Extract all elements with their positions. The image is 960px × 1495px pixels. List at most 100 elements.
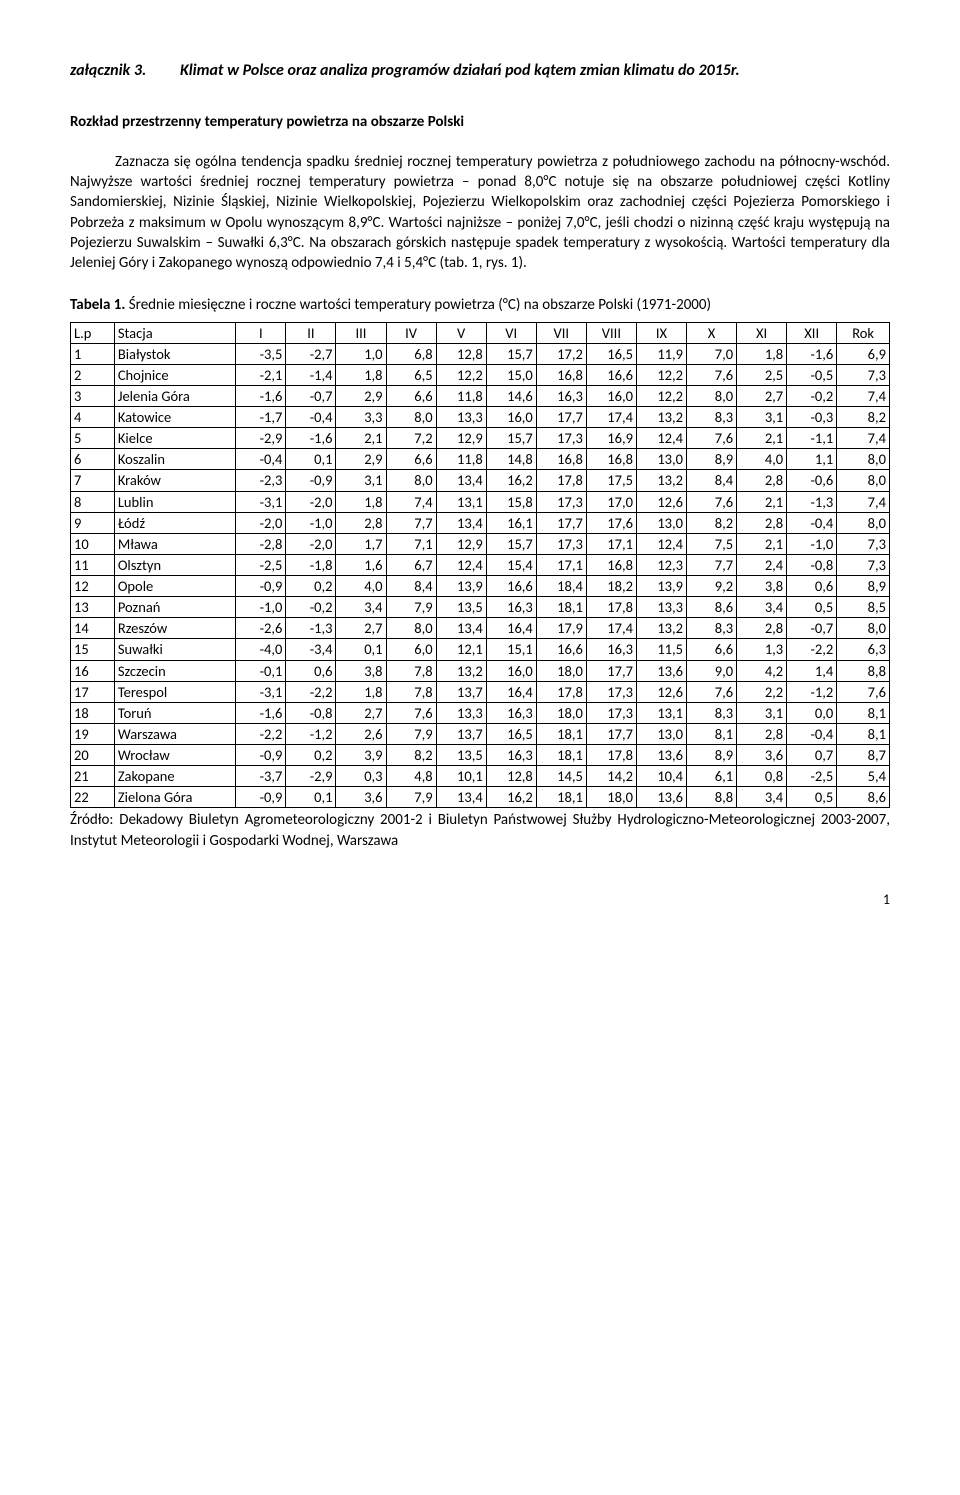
table-cell: Białystok [114,343,235,364]
table-cell: 0,0 [787,702,837,723]
table-cell: 7,6 [687,364,737,385]
table-cell: 8,6 [687,597,737,618]
table-cell: 8,1 [837,723,890,744]
table-cell: 18,0 [586,787,636,808]
table-cell: 7,4 [837,428,890,449]
table-cell: 0,2 [286,745,336,766]
table-cell: 8,2 [386,745,436,766]
table-cell: 8,3 [687,702,737,723]
table-row: 21Zakopane-3,7-2,90,34,810,112,814,514,2… [71,766,890,787]
table-cell: Jelenia Góra [114,385,235,406]
table-cell: 8,9 [687,449,737,470]
table-cell: 16,3 [536,385,586,406]
table-cell: 2,5 [737,364,787,385]
table-cell: -0,5 [787,364,837,385]
table-row: 5Kielce-2,9-1,62,17,212,915,717,316,912,… [71,428,890,449]
table-cell: 13,4 [436,512,486,533]
table-header-cell: V [436,322,486,343]
table-cell: 12,2 [636,385,686,406]
table-cell: 8,0 [837,449,890,470]
table-cell: 8,2 [687,512,737,533]
table-cell: 16,2 [486,787,536,808]
table-cell: 1,8 [336,681,386,702]
table-cell: 8,7 [837,745,890,766]
table-cell: -0,7 [286,385,336,406]
table-cell: 15,7 [486,343,536,364]
table-cell: 5,4 [837,766,890,787]
table-cell: -1,6 [236,702,286,723]
table-cell: 1,3 [737,639,787,660]
table-cell: 7,2 [386,428,436,449]
table-caption-label: Tabela 1. [70,296,125,314]
table-cell: 7,4 [386,491,436,512]
table-cell: 13,2 [636,407,686,428]
table-header-cell: Rok [837,322,890,343]
table-cell: 17,0 [586,491,636,512]
table-cell: 3,1 [737,702,787,723]
table-cell: 8,0 [837,470,890,491]
table-cell: 21 [71,766,115,787]
table-cell: -0,6 [787,470,837,491]
table-cell: 8,0 [386,407,436,428]
table-header-cell: Stacja [114,322,235,343]
table-header-cell: IX [636,322,686,343]
table-cell: 6,3 [837,639,890,660]
table-cell: 7,7 [386,512,436,533]
table-cell: 6,6 [386,385,436,406]
table-cell: 17,6 [586,512,636,533]
table-cell: -0,7 [787,618,837,639]
table-cell: 2,7 [336,702,386,723]
table-cell: 0,1 [336,639,386,660]
table-cell: 0,8 [737,766,787,787]
table-cell: 14,8 [486,449,536,470]
table-cell: 16,2 [486,470,536,491]
table-cell: 7,6 [386,702,436,723]
section-heading: Rozkład przestrzenny temperatury powietr… [70,112,890,132]
table-row: 20Wrocław-0,90,23,98,213,516,318,117,813… [71,745,890,766]
table-row: 15Suwałki-4,0-3,40,16,012,115,116,616,31… [71,639,890,660]
table-cell: -2,5 [787,766,837,787]
table-caption: Tabela 1. Średnie miesięczne i roczne wa… [70,295,890,315]
table-cell: 18,4 [536,576,586,597]
table-cell: -2,5 [236,554,286,575]
table-cell: 3,1 [336,470,386,491]
table-cell: 17,7 [536,407,586,428]
table-cell: 18,1 [536,597,586,618]
table-cell: 3,4 [737,597,787,618]
table-cell: 17,7 [586,660,636,681]
table-cell: 13,2 [636,470,686,491]
table-cell: 16,5 [586,343,636,364]
body-paragraph: Zaznacza się ogólna tendencja spadku śre… [70,152,890,274]
table-cell: Poznań [114,597,235,618]
table-cell: 7,9 [386,787,436,808]
table-cell: 18,0 [536,660,586,681]
table-row: 16Szczecin-0,10,63,87,813,216,018,017,71… [71,660,890,681]
table-cell: 12,2 [436,364,486,385]
table-cell: 7,0 [687,343,737,364]
table-cell: 2,6 [336,723,386,744]
table-cell: 7,5 [687,533,737,554]
table-cell: 8,3 [687,618,737,639]
table-cell: 12,8 [486,766,536,787]
table-cell: -0,8 [787,554,837,575]
table-cell: 15,8 [486,491,536,512]
table-cell: 18,0 [536,702,586,723]
table-cell: Terespol [114,681,235,702]
table-cell: 14,2 [586,766,636,787]
table-cell: 17,3 [586,702,636,723]
table-cell: -0,9 [236,787,286,808]
attachment-header: załącznik 3. Klimat w Polsce oraz analiz… [70,60,890,82]
table-cell: 2,9 [336,449,386,470]
table-cell: -2,3 [236,470,286,491]
table-cell: 13,3 [436,702,486,723]
table-cell: 0,2 [286,576,336,597]
table-cell: 8,4 [687,470,737,491]
table-cell: 4,8 [386,766,436,787]
table-cell: 2,1 [737,533,787,554]
table-cell: 13,6 [636,745,686,766]
table-cell: Wrocław [114,745,235,766]
table-cell: 13,4 [436,618,486,639]
table-cell: 17,5 [586,470,636,491]
table-cell: Zakopane [114,766,235,787]
table-cell: 12 [71,576,115,597]
